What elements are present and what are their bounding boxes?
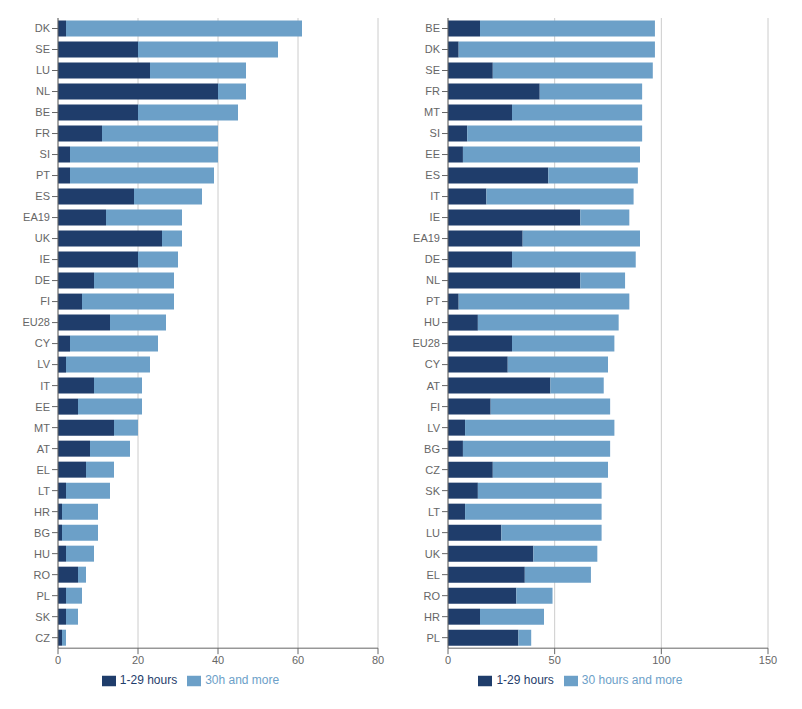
svg-text:PT: PT [426,295,440,307]
svg-text:EU28: EU28 [412,337,440,349]
svg-text:PL: PL [37,590,50,602]
svg-text:BE: BE [35,106,50,118]
svg-text:CY: CY [35,337,51,349]
svg-text:80: 80 [372,654,384,666]
svg-text:EA19: EA19 [413,232,440,244]
svg-text:EE: EE [425,148,440,160]
svg-text:150: 150 [759,654,777,666]
svg-text:LU: LU [36,64,50,76]
svg-text:HU: HU [424,316,440,328]
svg-text:EL: EL [37,464,50,476]
svg-text:RO: RO [34,569,51,581]
svg-text:EE: EE [35,401,50,413]
svg-text:RO: RO [424,590,441,602]
svg-text:SK: SK [35,611,50,623]
svg-text:BG: BG [424,443,440,455]
svg-text:PL: PL [427,632,440,644]
svg-text:CZ: CZ [35,632,50,644]
svg-text:LU: LU [426,527,440,539]
svg-text:AT: AT [37,443,51,455]
svg-text:FI: FI [40,295,50,307]
svg-text:LV: LV [427,422,440,434]
svg-text:UK: UK [425,548,441,560]
svg-text:SE: SE [35,43,50,55]
svg-text:IT: IT [40,380,50,392]
svg-text:PT: PT [36,169,50,181]
svg-text:SE: SE [425,64,440,76]
svg-text:0: 0 [445,654,451,666]
svg-text:NL: NL [36,85,50,97]
svg-text:20: 20 [132,654,144,666]
svg-text:FR: FR [35,127,50,139]
svg-text:NL: NL [426,274,440,286]
svg-text:100: 100 [652,654,670,666]
svg-text:60: 60 [292,654,304,666]
svg-text:LV: LV [37,358,50,370]
svg-text:50: 50 [549,654,561,666]
svg-text:HR: HR [34,506,50,518]
svg-text:FR: FR [425,85,440,97]
svg-text:CY: CY [425,358,441,370]
svg-text:IE: IE [430,211,440,223]
svg-text:HR: HR [424,611,440,623]
svg-text:EA19: EA19 [23,211,50,223]
html-text:30 hours and more: 30 hours and more [581,673,683,688]
svg-text:DK: DK [425,43,441,55]
svg-text:IT: IT [430,190,440,202]
html-text:1-29 hours: 1-29 hours [119,673,178,688]
svg-text:IE: IE [40,253,50,265]
svg-text:ES: ES [35,190,50,202]
svg-text:DE: DE [425,253,440,265]
svg-text:SI: SI [430,127,440,139]
svg-text:BG: BG [34,527,50,539]
svg-text:MT: MT [34,422,50,434]
svg-text:LT: LT [38,485,50,497]
svg-text:CZ: CZ [425,464,440,476]
svg-text:BE: BE [425,22,440,34]
svg-text:DE: DE [35,274,50,286]
svg-text:MT: MT [424,106,440,118]
svg-text:0: 0 [55,654,61,666]
html-text:30h and more: 30h and more [205,673,280,688]
html-text:1-29 hours: 1-29 hours [496,673,554,688]
svg-text:DK: DK [35,22,51,34]
svg-text:FI: FI [430,401,440,413]
svg-text:SK: SK [425,485,440,497]
svg-text:UK: UK [35,232,51,244]
svg-text:SI: SI [40,148,50,160]
svg-text:AT: AT [427,380,441,392]
svg-text:ES: ES [425,169,440,181]
svg-text:LT: LT [428,506,440,518]
svg-text:40: 40 [212,654,224,666]
svg-text:EU28: EU28 [22,316,50,328]
svg-text:HU: HU [34,548,50,560]
svg-text:EL: EL [427,569,440,581]
